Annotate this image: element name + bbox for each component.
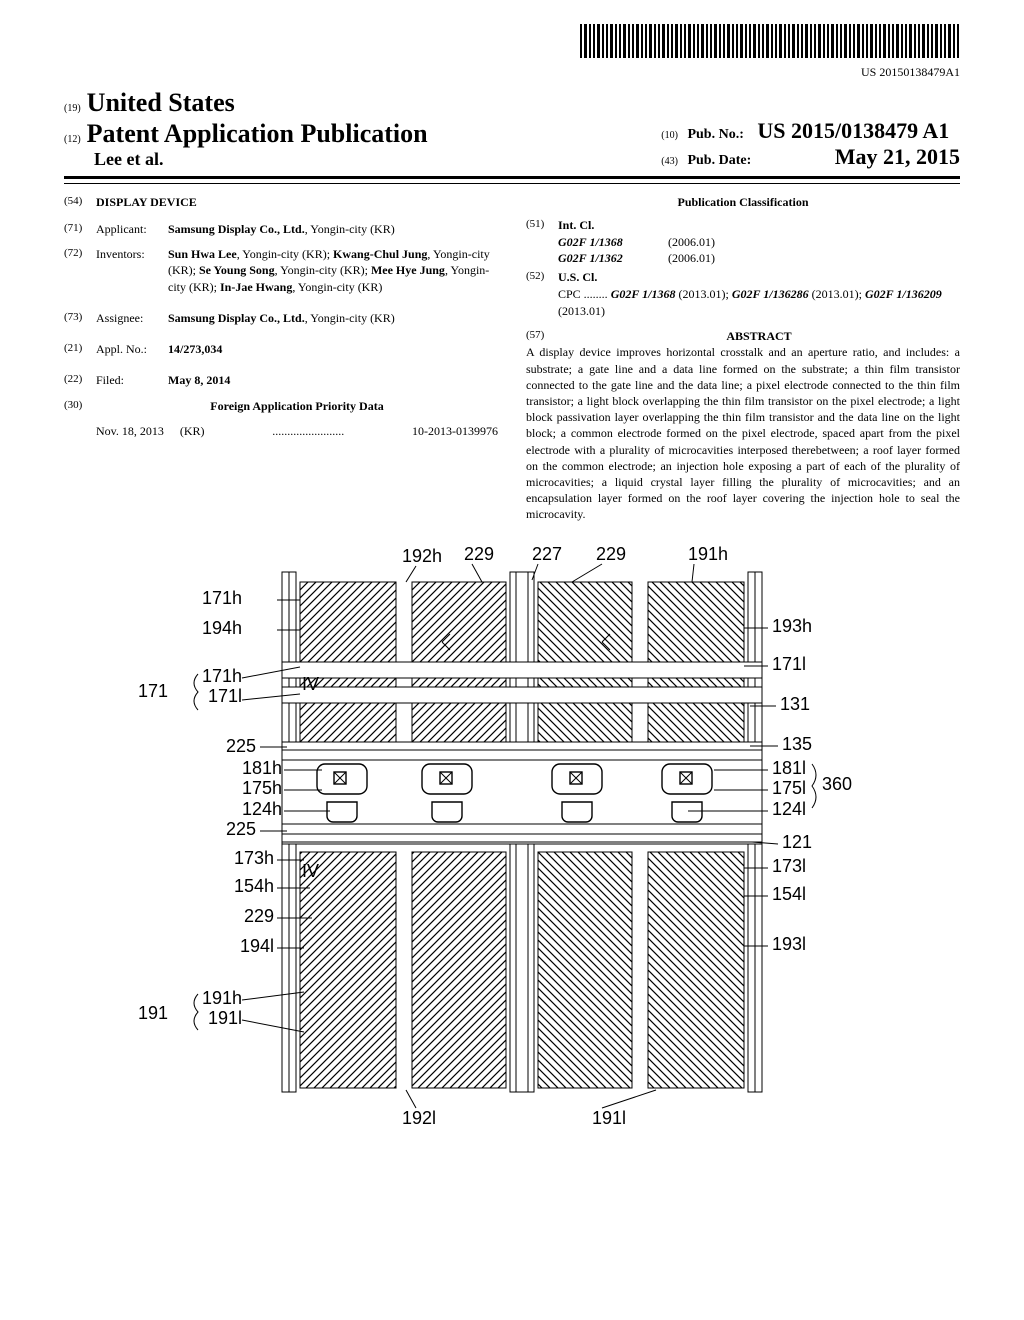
fig-label-227: 227 [532,544,562,564]
applno-label: Appl. No.: [96,341,168,358]
fig-label-229c: 229 [244,906,274,926]
abstract-text: A display device improves horizontal cro… [526,344,960,522]
fig-label-181l: 181l [772,758,806,778]
fig-label-121: 121 [782,832,812,852]
pubno-label: Pub. No.: [687,127,743,142]
barcode-number: US 20150138479A1 [64,65,960,80]
fig-label-191h2: 191h [202,988,242,1008]
inventors-code: (72) [64,246,96,296]
fig-label-225a: 225 [226,736,256,756]
intcl-2b: (2006.01) [668,250,960,267]
fig-label-124l: 124l [772,799,806,819]
fig-label-193h: 193h [772,616,812,636]
barcode-area: US 20150138479A1 [64,24,960,80]
intcl-1a: G02F 1/1368 [558,235,623,249]
country: United States [87,88,235,118]
fig-label-191ht: 191h [688,544,728,564]
fig-label-173h: 173h [234,848,274,868]
cpc-line: CPC ........ G02F 1/1368 (2013.01); G02F… [558,286,960,320]
foreign-dots: ........................ [205,423,412,440]
foreign-title: Foreign Application Priority Data [96,398,498,415]
fig-label-171lr: 171l [772,654,806,674]
fig-label-194l: 194l [240,936,274,956]
fig-label-171h: 171h [202,588,242,608]
inventors-label: Inventors: [96,246,168,296]
country-code: (19) [64,103,81,114]
fig-label-135: 135 [782,734,812,754]
foreign-country: (KR) [180,423,205,440]
foreign-num: 10-2013-0139976 [412,423,498,440]
fig-label-171h2: 171h [202,666,242,686]
fig-label-192h: 192h [402,546,442,566]
fig-label-191: 191 [138,1003,168,1023]
foreign-code: (30) [64,398,96,415]
abstract-code: (57) [526,328,558,345]
fig-label-124h: 124h [242,799,282,819]
foreign-date: Nov. 18, 2013 [96,423,164,440]
fig-label-194h: 194h [202,618,242,638]
fig-label-171: 171 [138,681,168,701]
fig-label-191lb: 191l [592,1108,626,1128]
fig-label-154h: 154h [234,876,274,896]
assignee: Samsung Display Co., Ltd., Yongin-city (… [168,310,498,327]
fig-label-154l: 154l [772,884,806,904]
pubdate: May 21, 2015 [835,144,960,169]
pubno: US 2015/0138479 A1 [757,118,949,143]
title-code: (54) [64,194,96,211]
pub-type-code: (12) [64,134,81,145]
applicant: Samsung Display Co., Ltd. [168,222,305,236]
filed-code: (22) [64,372,96,389]
intcl-1b: (2006.01) [668,234,960,251]
uscl-label: U.S. Cl. [558,269,668,286]
divider-thin [64,183,960,184]
left-column: (54) DISPLAY DEVICE (71) Applicant: Sams… [64,194,498,522]
intcl-label: Int. Cl. [558,217,668,234]
assignee-label: Assignee: [96,310,168,327]
fig-label-229a: 229 [464,544,494,564]
intcl-code: (51) [526,217,558,234]
fig-label-173l: 173l [772,856,806,876]
fig-label-229b: 229 [596,544,626,564]
fig-label-171l: 171l [208,686,242,706]
inventors: Sun Hwa Lee, Yongin-city (KR); Kwang-Chu… [168,246,498,296]
applno: 14/273,034 [168,341,498,358]
fig-label-192l: 192l [402,1108,436,1128]
fig-label-131: 131 [780,694,810,714]
intcl-2a: G02F 1/1362 [558,251,623,265]
assignee-code: (73) [64,310,96,327]
filed-label: Filed: [96,372,168,389]
applicant-code: (71) [64,221,96,238]
divider-thick [64,176,960,179]
applno-code: (21) [64,341,96,358]
authors: Lee et al. [94,149,428,170]
fig-label-191l2: 191l [208,1008,242,1028]
right-column: Publication Classification (51) Int. Cl.… [526,194,960,522]
pubdate-code: (43) [661,156,678,167]
fig-label-360: 360 [822,774,852,794]
fig-label-175l: 175l [772,778,806,798]
filed: May 8, 2014 [168,372,498,389]
fig-label-193l: 193l [772,934,806,954]
fig-label-181h: 181h [242,758,282,778]
fig-label-225b: 225 [226,819,256,839]
classif-title: Publication Classification [526,194,960,211]
pub-type: Patent Application Publication [87,119,428,149]
uscl-code: (52) [526,269,558,286]
abstract-label: ABSTRACT [558,328,960,345]
fig-label-iv-a: IV [302,674,319,694]
barcode [580,24,960,58]
applicant-label: Applicant: [96,221,168,238]
patent-figure: 192h 229 227 229 191h 171h 194h 171h 171… [64,542,960,1137]
fig-label-175h: 175h [242,778,282,798]
pubno-code: (10) [661,130,678,141]
invention-title: DISPLAY DEVICE [96,194,498,211]
fig-label-iv-b: IV [302,861,319,881]
pubdate-label: Pub. Date: [687,153,751,168]
